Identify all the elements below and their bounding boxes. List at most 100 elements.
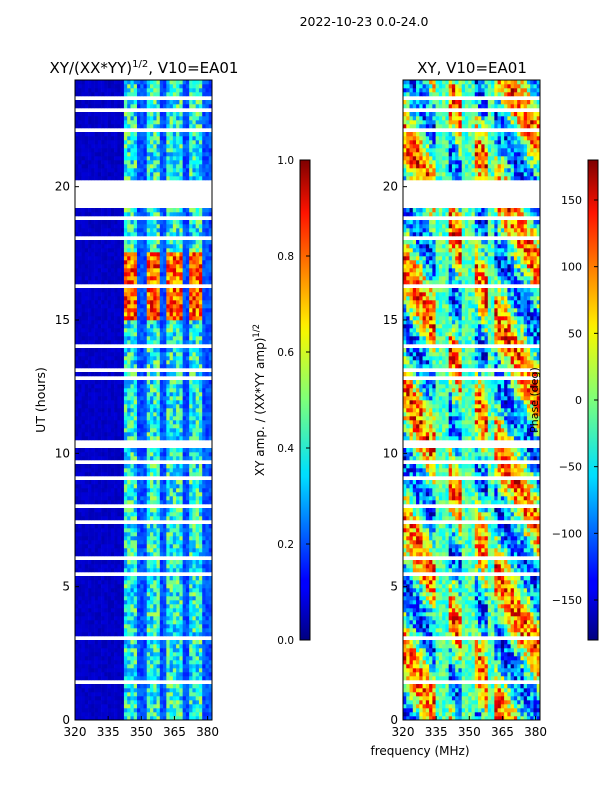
heatmap-cell (169, 448, 174, 453)
heatmap-cell (75, 608, 79, 613)
heatmap-cell (123, 688, 128, 693)
heatmap-cell (146, 608, 151, 613)
heatmap-cell (172, 352, 177, 357)
heatmap-cell (91, 304, 95, 309)
heatmap-cell (81, 380, 86, 385)
heatmap-cell (114, 568, 118, 573)
heatmap-cell (84, 692, 89, 697)
heatmap-cell (123, 280, 128, 285)
heatmap-cell (133, 704, 138, 709)
heatmap-cell (166, 324, 170, 329)
heatmap-cell (88, 468, 92, 473)
heatmap-cell (198, 244, 203, 249)
heatmap-cell (127, 492, 131, 497)
heatmap-cell (127, 384, 131, 389)
heatmap-cell (208, 224, 212, 229)
heatmap-cell (140, 400, 144, 405)
heatmap-cell (101, 268, 105, 273)
heatmap-cell (156, 240, 161, 245)
heatmap-cell (179, 388, 183, 393)
heatmap-cell (114, 584, 118, 589)
heatmap-cell (127, 564, 131, 569)
heatmap-cell (133, 152, 138, 157)
heatmap-cell (150, 304, 154, 309)
heatmap-cell (182, 384, 187, 389)
heatmap-cell (166, 416, 170, 421)
heatmap-cell (127, 512, 131, 517)
heatmap-cell (140, 260, 144, 265)
heatmap-cell (198, 512, 203, 517)
heatmap-cell (81, 612, 86, 617)
heatmap-cell (88, 608, 92, 613)
heatmap-cell (172, 512, 177, 517)
heatmap-cell (107, 152, 112, 157)
heatmap-cell (182, 264, 187, 269)
heatmap-cell (202, 512, 206, 517)
heatmap-cell (75, 512, 79, 517)
heatmap-cell (101, 176, 105, 181)
heatmap-cell (156, 536, 161, 541)
heatmap-cell (91, 364, 95, 369)
heatmap-cell (179, 708, 183, 713)
heatmap-cell (117, 472, 121, 477)
heatmap-cell (172, 372, 177, 377)
heatmap-cell (84, 424, 89, 429)
heatmap-cell (172, 596, 177, 601)
heatmap-cell (136, 496, 141, 501)
heatmap-cell (84, 256, 89, 261)
heatmap-cell (150, 560, 154, 565)
heatmap-cell (75, 168, 79, 173)
heatmap-cell (156, 644, 161, 649)
heatmap-cell (104, 672, 108, 677)
heatmap-cell (91, 152, 95, 157)
heatmap-cell (195, 508, 200, 513)
heatmap-cell (97, 472, 102, 477)
heatmap-cell (202, 288, 206, 293)
heatmap-cell (150, 328, 154, 333)
heatmap-cell (91, 372, 95, 377)
heatmap-cell (182, 620, 187, 625)
heatmap-cell (104, 648, 108, 653)
heatmap-cell (133, 608, 138, 613)
heatmap-cell (123, 516, 128, 521)
heatmap-cell (136, 712, 141, 717)
heatmap-cell (153, 404, 157, 409)
heatmap-cell (208, 656, 212, 661)
heatmap-cell (192, 424, 196, 429)
heatmap-cell (185, 364, 190, 369)
heatmap-cell (146, 416, 151, 421)
heatmap-cell (169, 320, 174, 325)
heatmap-cell (179, 604, 183, 609)
heatmap-cell (189, 424, 193, 429)
heatmap-cell (101, 612, 105, 617)
heatmap-cell (107, 448, 112, 453)
heatmap-cell (202, 276, 206, 281)
heatmap-cell (88, 288, 92, 293)
heatmap-cell (94, 424, 99, 429)
heatmap-cell (84, 560, 89, 565)
heatmap-cell (75, 220, 79, 225)
heatmap-cell (88, 252, 92, 257)
heatmap-cell (143, 364, 148, 369)
heatmap-cell (205, 548, 210, 553)
heatmap-cell (127, 424, 131, 429)
heatmap-cell (133, 164, 138, 169)
heatmap-cell (94, 640, 99, 645)
heatmap-cell (88, 396, 92, 401)
heatmap-cell (140, 576, 144, 581)
heatmap-cell (123, 628, 128, 633)
heatmap-cell (107, 544, 112, 549)
heatmap-cell (205, 552, 210, 557)
heatmap-cell (156, 468, 161, 473)
heatmap-cell (198, 288, 203, 293)
heatmap-cell (189, 512, 193, 517)
heatmap-cell (84, 420, 89, 425)
heatmap-cell (163, 312, 167, 317)
heatmap-cell (81, 628, 86, 633)
heatmap-cell (133, 708, 138, 713)
heatmap-cell (192, 468, 196, 473)
heatmap-cell (127, 408, 131, 413)
heatmap-cell (127, 496, 131, 501)
heatmap-cell (107, 664, 112, 669)
heatmap-cell (150, 536, 154, 541)
